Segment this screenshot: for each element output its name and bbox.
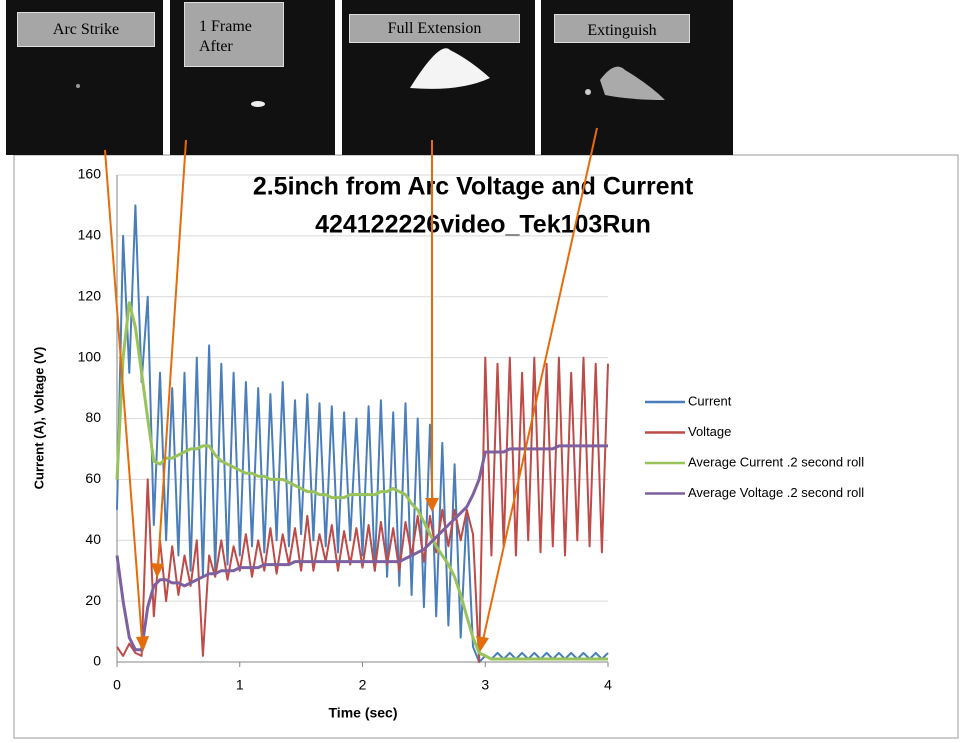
y-tick-label: 80	[85, 409, 101, 425]
chart-frame	[13, 154, 959, 739]
y-tick-label: 100	[78, 348, 102, 364]
y-tick-label: 60	[85, 470, 101, 486]
annotations	[104, 127, 598, 652]
chart-title: 2.5inch from Arc Voltage and Current	[253, 173, 694, 201]
series-line	[115, 301, 608, 661]
frame-label: Arc Strike	[17, 12, 155, 47]
arc-blob	[600, 66, 665, 100]
arc-blob	[251, 101, 265, 107]
arrowhead	[476, 636, 489, 652]
series-line	[116, 204, 609, 663]
y-axis-label: Current (A), Voltage (V)	[31, 347, 46, 490]
chart-subtitle: 424122226video_Tek103Run	[315, 211, 651, 239]
x-tick-label: 4	[604, 677, 612, 693]
arrow	[157, 139, 187, 567]
frame-label: Extinguish	[554, 14, 690, 43]
x-tick-label: 2	[359, 677, 367, 693]
legend-label: Average Voltage .2 second roll	[688, 485, 864, 500]
y-tick-label: 0	[93, 653, 101, 669]
arrowhead	[425, 498, 439, 512]
arrow	[104, 149, 143, 641]
legend-label: Voltage	[688, 424, 731, 439]
y-tick-label: 140	[78, 227, 102, 243]
legend-label: Current	[688, 393, 732, 408]
arrowhead	[151, 563, 164, 578]
legend-label: Average Current .2 second roll	[688, 454, 864, 469]
arc-blob	[585, 89, 591, 95]
x-tick-label: 1	[236, 677, 244, 693]
arc-blob	[410, 48, 490, 89]
arrowhead	[136, 636, 149, 652]
y-tick-label: 120	[78, 287, 102, 303]
frame-label: Full Extension	[349, 14, 520, 43]
y-tick-label: 40	[85, 531, 101, 547]
x-tick-label: 0	[113, 677, 121, 693]
frame-label: 1 Frame After	[184, 2, 284, 67]
arrow	[482, 127, 598, 641]
plot: 0 20 40 60 80 100 120 140 160 0 1 2 3 4 Current Voltage…	[78, 166, 865, 693]
x-tick-label: 3	[481, 677, 489, 693]
arc-blob	[76, 84, 80, 88]
x-axis-label: Time (sec)	[329, 705, 398, 721]
y-tick-label: 20	[85, 592, 101, 608]
y-tick-label: 160	[78, 166, 102, 182]
